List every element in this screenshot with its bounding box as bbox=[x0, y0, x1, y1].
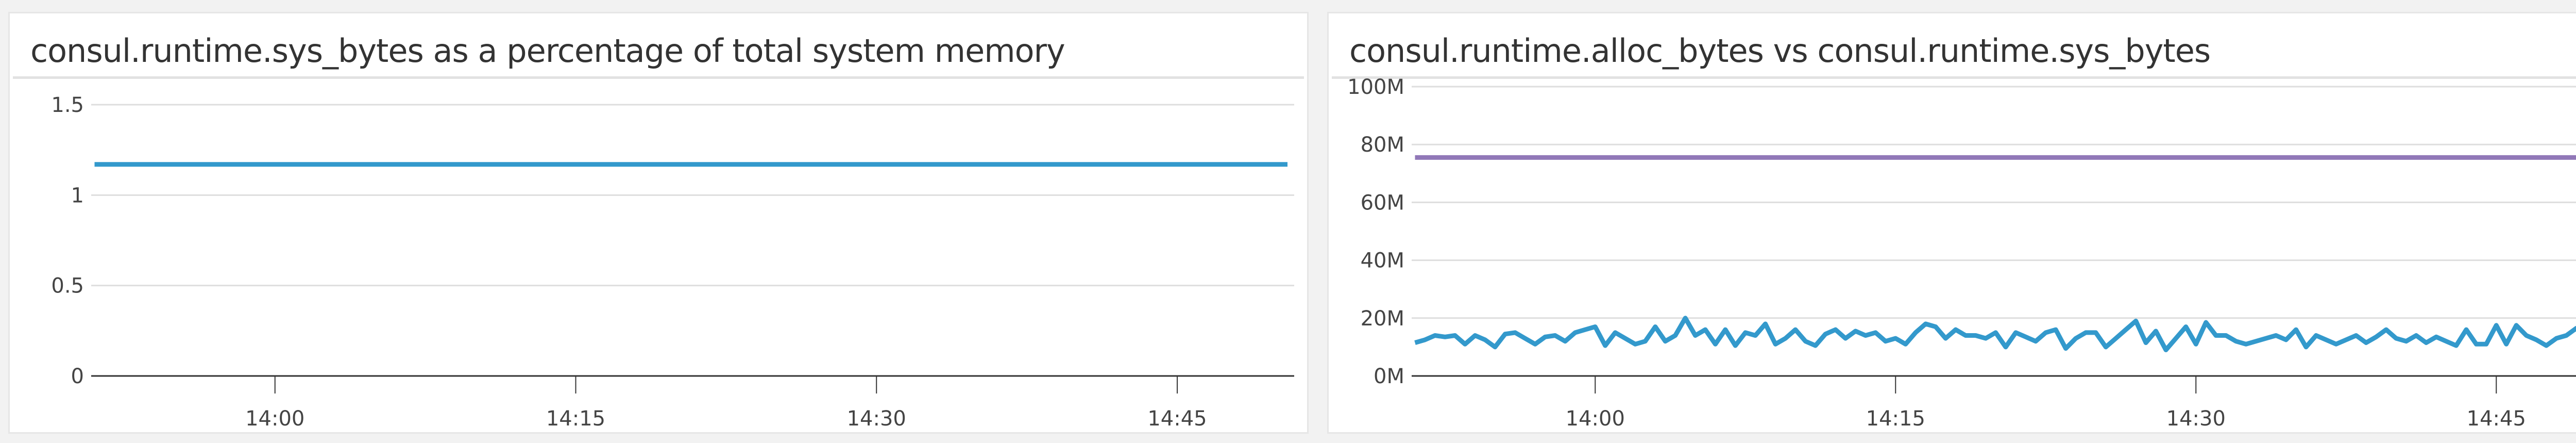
line-chart: 0M 20M 40M 60M 80M 100M 14:00 14:15 14:30 14:45 bbox=[1347, 75, 2576, 431]
y-tick-label: 1.5 bbox=[51, 93, 84, 117]
x-tick-label: 14:30 bbox=[847, 407, 906, 431]
y-tick-label: 0M bbox=[1374, 365, 1404, 388]
y-tick-label: 0.5 bbox=[51, 274, 84, 298]
y-tick-label: 0 bbox=[71, 365, 84, 388]
x-tick-label: 14:15 bbox=[546, 407, 605, 431]
sys-bytes-percent-panel: consul.runtime.sys_bytes as a percentage… bbox=[8, 12, 1309, 434]
series-line-1 bbox=[1414, 316, 2576, 352]
x-tick-label: 14:45 bbox=[1147, 407, 1207, 431]
panel-title: consul.runtime.sys_bytes as a percentage… bbox=[30, 32, 1065, 70]
panel-title: consul.runtime.alloc_bytes vs consul.run… bbox=[1349, 32, 2211, 70]
y-tick-label: 20M bbox=[1361, 307, 1404, 331]
x-tick-label: 14:00 bbox=[245, 407, 304, 431]
y-tick-label: 40M bbox=[1361, 249, 1404, 273]
header-divider bbox=[1332, 76, 2576, 79]
y-tick-label: 1 bbox=[71, 184, 84, 207]
x-tick-label: 14:00 bbox=[1566, 407, 1625, 431]
y-tick-label: 100M bbox=[1347, 75, 1404, 99]
alloc-vs-sys-bytes-panel: consul.runtime.alloc_bytes vs consul.run… bbox=[1327, 12, 2576, 434]
header-divider bbox=[13, 76, 1304, 79]
y-tick-label: 60M bbox=[1361, 191, 1404, 215]
x-tick-label: 14:45 bbox=[2467, 407, 2526, 431]
x-tick-label: 14:30 bbox=[2166, 407, 2226, 431]
line-chart: 0 0.5 1 1.5 14:00 14:15 14:30 14:45 bbox=[51, 93, 1294, 431]
x-tick-label: 14:15 bbox=[1866, 407, 1925, 431]
y-tick-label: 80M bbox=[1361, 133, 1404, 157]
